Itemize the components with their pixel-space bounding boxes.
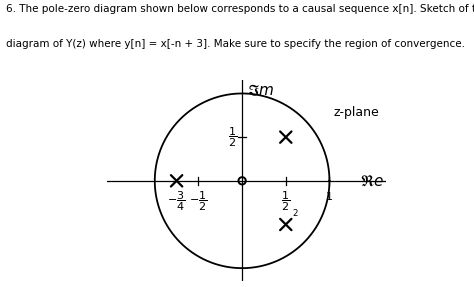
- Text: z-plane: z-plane: [334, 106, 380, 119]
- Text: $1$: $1$: [326, 189, 333, 201]
- Text: $-\dfrac{1}{2}$: $-\dfrac{1}{2}$: [189, 189, 208, 213]
- Text: $-\dfrac{3}{4}$: $-\dfrac{3}{4}$: [167, 189, 186, 213]
- Text: $\dfrac{1}{2}$: $\dfrac{1}{2}$: [228, 125, 237, 149]
- Text: $\mathfrak{I}m$: $\mathfrak{I}m$: [247, 83, 275, 98]
- Text: $\mathfrak{R}e$: $\mathfrak{R}e$: [360, 173, 383, 188]
- Text: $\dfrac{1}{2}$: $\dfrac{1}{2}$: [281, 189, 291, 213]
- Text: $^{2}$: $^{2}$: [292, 209, 299, 222]
- Text: diagram of Y(z) where y[n] = x[-n + 3]. Make sure to specify the region of conve: diagram of Y(z) where y[n] = x[-n + 3]. …: [6, 39, 465, 49]
- Text: 6. The pole-zero diagram shown below corresponds to a causal sequence x[n]. Sket: 6. The pole-zero diagram shown below cor…: [6, 4, 474, 14]
